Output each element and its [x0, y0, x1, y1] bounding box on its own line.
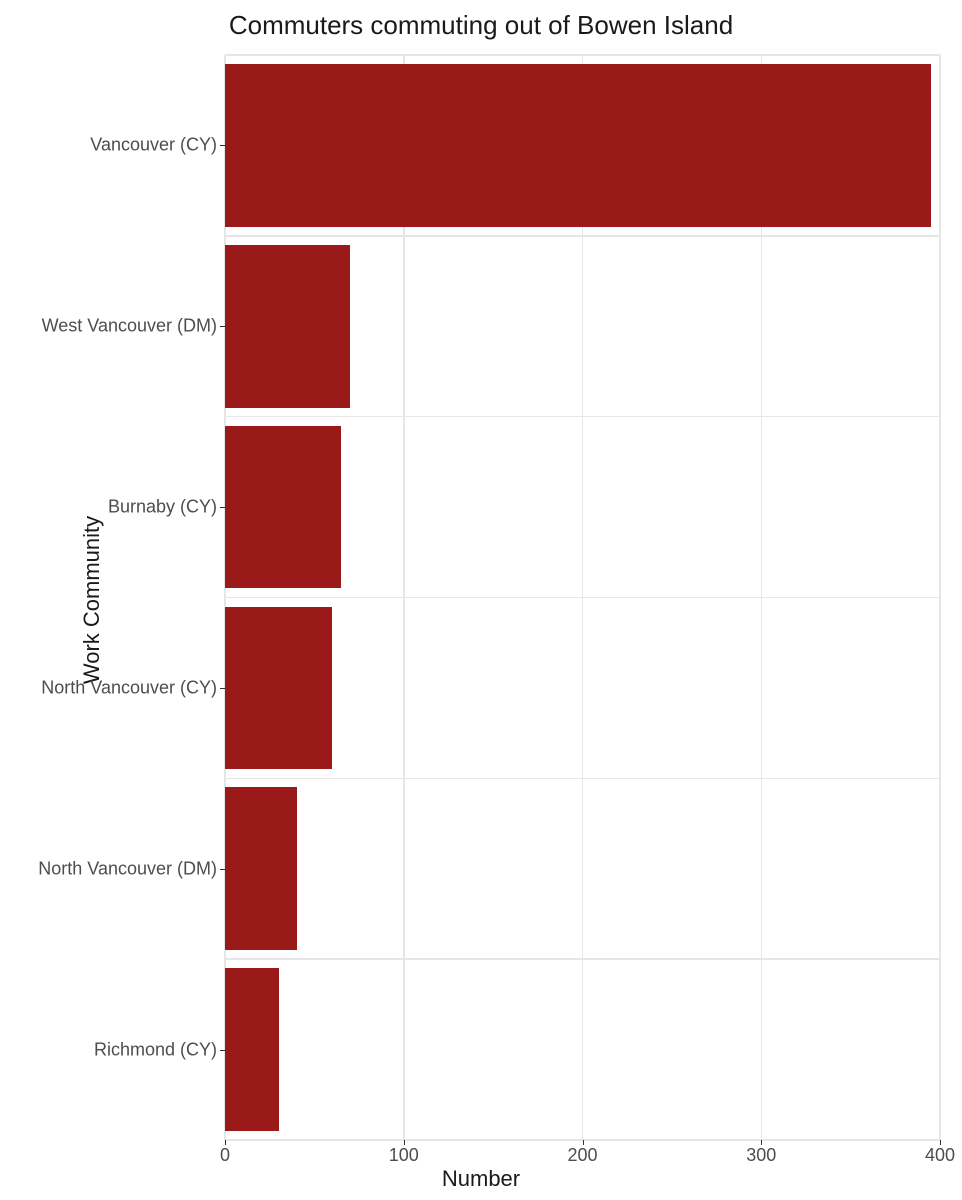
- v-gridline: [939, 55, 941, 1140]
- bar: [225, 787, 297, 950]
- bar: [225, 607, 332, 770]
- y-tick-mark: [220, 145, 225, 146]
- commuters-bar-chart: Commuters commuting out of Bowen Island …: [0, 0, 962, 1200]
- bar: [225, 426, 341, 589]
- y-tick-label: Vancouver (CY): [90, 135, 217, 156]
- x-tick-label: 0: [220, 1145, 230, 1166]
- x-tick-label: 100: [389, 1145, 419, 1166]
- x-tick-label: 400: [925, 1145, 955, 1166]
- y-tick-label: North Vancouver (DM): [38, 858, 217, 879]
- plot-area: [225, 55, 940, 1140]
- y-tick-label: Richmond (CY): [94, 1039, 217, 1060]
- x-tick-label: 200: [567, 1145, 597, 1166]
- bar: [225, 245, 350, 408]
- chart-title: Commuters commuting out of Bowen Island: [0, 10, 962, 41]
- y-tick-mark: [220, 326, 225, 327]
- y-tick-label: West Vancouver (DM): [42, 316, 217, 337]
- y-axis-label: Work Community: [79, 516, 105, 684]
- x-tick-label: 300: [746, 1145, 776, 1166]
- y-tick-mark: [220, 869, 225, 870]
- y-tick-mark: [220, 688, 225, 689]
- y-tick-mark: [220, 1050, 225, 1051]
- bar: [225, 968, 279, 1131]
- y-tick-mark: [220, 507, 225, 508]
- x-axis-label: Number: [0, 1166, 962, 1192]
- y-tick-label: North Vancouver (CY): [41, 677, 217, 698]
- y-tick-label: Burnaby (CY): [108, 497, 217, 518]
- bar: [225, 64, 931, 227]
